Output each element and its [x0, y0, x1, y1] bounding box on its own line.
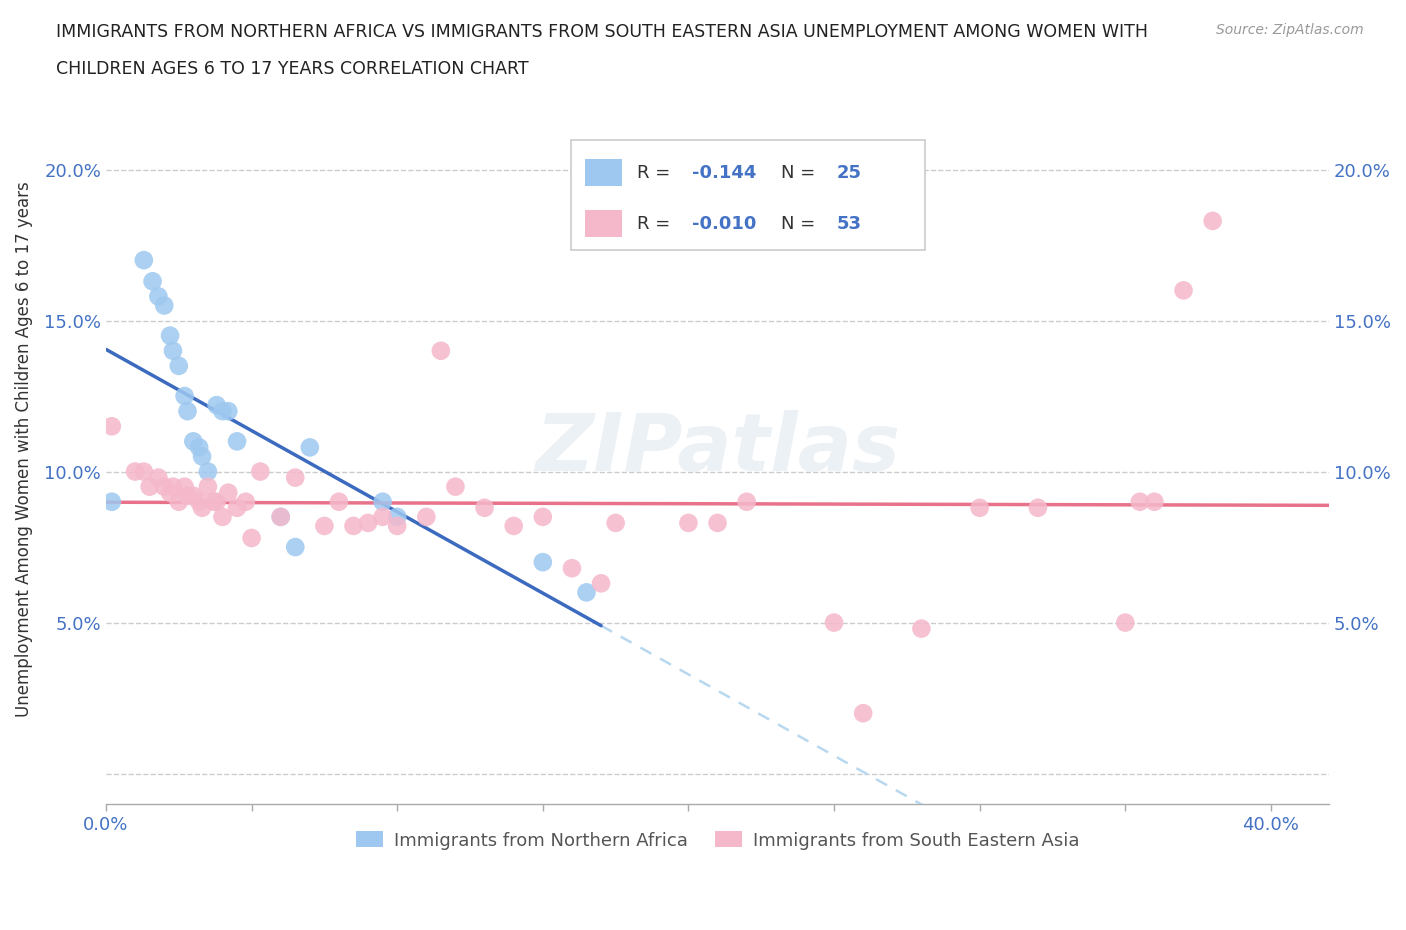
Point [1173, 283, 1195, 298]
Point [415, 510, 437, 525]
Point [270, 510, 292, 525]
Point [387, 510, 409, 525]
Point [235, 495, 257, 510]
Point [371, 495, 394, 510]
Point [474, 500, 496, 515]
Point [589, 576, 612, 591]
Legend: Immigrants from Northern Africa, Immigrants from South Eastern Asia: Immigrants from Northern Africa, Immigra… [347, 822, 1088, 858]
Point [101, 418, 124, 433]
Point [173, 479, 195, 494]
Point [1143, 495, 1166, 510]
Point [1201, 214, 1223, 229]
Point [162, 343, 184, 358]
Text: 25: 25 [837, 164, 862, 182]
Point [153, 298, 176, 312]
Text: N =: N = [782, 215, 821, 232]
Point [176, 488, 198, 503]
Point [153, 479, 176, 494]
FancyBboxPatch shape [585, 159, 621, 186]
Point [284, 471, 307, 485]
Point [132, 253, 155, 268]
Point [678, 515, 700, 530]
Point [605, 515, 627, 530]
Point [132, 464, 155, 479]
Point [197, 479, 219, 494]
Y-axis label: Unemployment Among Women with Children Ages 6 to 17 years: Unemployment Among Women with Children A… [15, 181, 32, 717]
Point [226, 500, 249, 515]
Point [183, 488, 205, 503]
Point [823, 615, 845, 630]
Point [159, 328, 181, 343]
Point [430, 343, 453, 358]
Point [328, 495, 350, 510]
Point [183, 434, 205, 449]
Point [969, 500, 991, 515]
Point [735, 495, 758, 510]
Text: 53: 53 [837, 215, 862, 232]
Point [575, 585, 598, 600]
Point [910, 621, 932, 636]
Point [148, 289, 170, 304]
Point [342, 519, 364, 534]
Point [371, 510, 394, 525]
Point [191, 500, 214, 515]
Point [531, 554, 554, 569]
Point [217, 485, 239, 500]
Text: Source: ZipAtlas.com: Source: ZipAtlas.com [1216, 23, 1364, 37]
Point [188, 440, 211, 455]
Point [167, 495, 190, 510]
Point [197, 464, 219, 479]
Point [191, 449, 214, 464]
Point [167, 358, 190, 373]
Point [444, 479, 467, 494]
Point [217, 404, 239, 418]
Point [1129, 495, 1152, 510]
Point [298, 440, 321, 455]
Point [357, 515, 380, 530]
Point [101, 495, 124, 510]
FancyBboxPatch shape [571, 140, 925, 250]
Text: -0.010: -0.010 [692, 215, 756, 232]
Point [176, 404, 198, 418]
Point [502, 519, 524, 534]
FancyBboxPatch shape [585, 210, 621, 237]
Point [159, 485, 181, 500]
Point [706, 515, 728, 530]
Point [205, 398, 228, 413]
Point [270, 510, 292, 525]
Point [211, 510, 233, 525]
Point [852, 706, 875, 721]
Point [240, 531, 263, 546]
Text: ZIPatlas: ZIPatlas [536, 410, 900, 488]
Text: R =: R = [637, 164, 676, 182]
Point [138, 479, 160, 494]
Point [561, 561, 583, 576]
Point [284, 539, 307, 554]
Point [211, 404, 233, 418]
Point [1114, 615, 1136, 630]
Point [173, 389, 195, 404]
Point [142, 273, 165, 288]
Point [124, 464, 146, 479]
Point [531, 510, 554, 525]
Point [188, 495, 211, 510]
Point [148, 471, 170, 485]
Point [249, 464, 271, 479]
Text: CHILDREN AGES 6 TO 17 YEARS CORRELATION CHART: CHILDREN AGES 6 TO 17 YEARS CORRELATION … [56, 60, 529, 78]
Text: R =: R = [637, 215, 676, 232]
Point [314, 519, 336, 534]
Point [162, 479, 184, 494]
Text: -0.144: -0.144 [692, 164, 756, 182]
Point [202, 495, 225, 510]
Text: IMMIGRANTS FROM NORTHERN AFRICA VS IMMIGRANTS FROM SOUTH EASTERN ASIA UNEMPLOYME: IMMIGRANTS FROM NORTHERN AFRICA VS IMMIG… [56, 23, 1149, 41]
Point [226, 434, 249, 449]
Point [387, 519, 409, 534]
Point [205, 495, 228, 510]
Text: N =: N = [782, 164, 821, 182]
Point [1026, 500, 1049, 515]
